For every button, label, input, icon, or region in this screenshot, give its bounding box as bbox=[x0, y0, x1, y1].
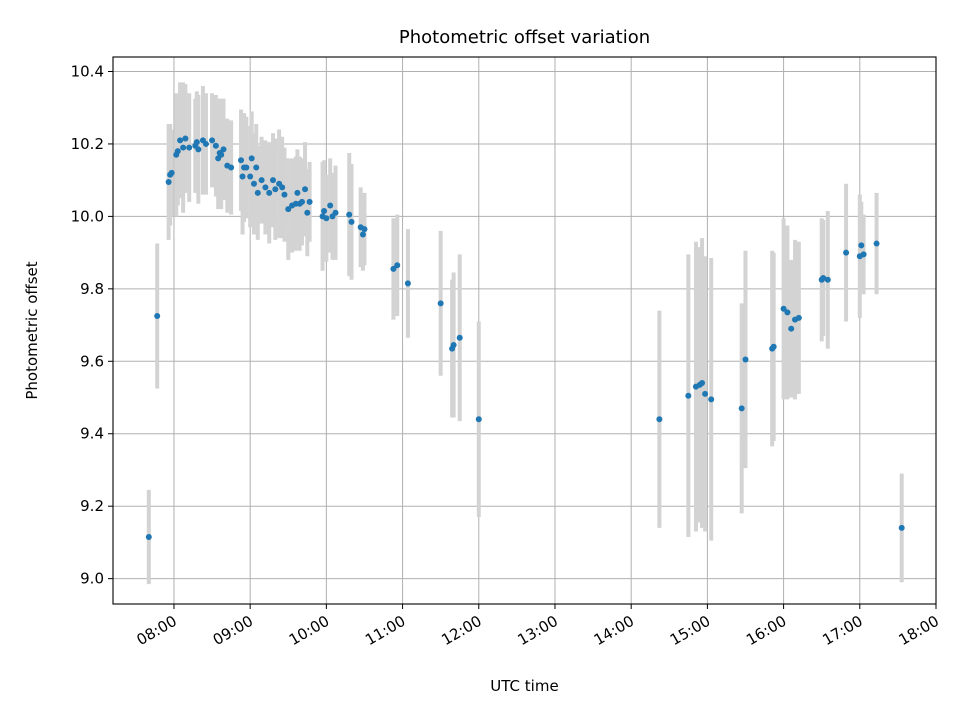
data-point bbox=[788, 325, 795, 332]
data-point bbox=[302, 186, 309, 193]
data-point bbox=[266, 189, 273, 196]
data-point bbox=[228, 164, 235, 171]
data-point bbox=[346, 211, 353, 218]
y-tick-label: 10.0 bbox=[71, 207, 104, 225]
y-tick-label: 9.4 bbox=[80, 425, 104, 443]
data-point bbox=[258, 177, 265, 184]
data-point bbox=[321, 207, 328, 214]
data-point bbox=[238, 157, 245, 164]
data-point bbox=[780, 305, 787, 312]
y-tick-label: 9.8 bbox=[80, 280, 104, 298]
data-point bbox=[323, 215, 330, 222]
data-point bbox=[294, 189, 301, 196]
data-point bbox=[784, 309, 791, 316]
data-point bbox=[843, 249, 850, 256]
data-point bbox=[298, 198, 305, 205]
data-point bbox=[699, 380, 706, 387]
y-tick-label: 9.6 bbox=[80, 352, 104, 370]
data-point bbox=[182, 135, 189, 142]
data-point bbox=[437, 300, 444, 307]
data-point bbox=[873, 240, 880, 247]
data-point bbox=[202, 140, 209, 147]
y-tick-label: 10.2 bbox=[71, 135, 104, 153]
data-point bbox=[248, 155, 255, 162]
data-point bbox=[168, 169, 175, 176]
data-point bbox=[209, 137, 216, 144]
data-point bbox=[685, 392, 692, 399]
y-axis: 9.0 9.2 9.4 9.6 9.8 10.0 10.2 10.4 bbox=[71, 62, 113, 588]
data-point bbox=[193, 139, 200, 146]
data-point bbox=[218, 151, 225, 158]
data-point bbox=[239, 173, 246, 180]
data-point bbox=[186, 144, 193, 151]
data-point bbox=[195, 146, 202, 153]
data-point bbox=[404, 280, 411, 287]
y-axis-title: Photometric offset bbox=[23, 261, 41, 399]
data-point bbox=[145, 533, 152, 540]
data-point bbox=[359, 231, 366, 238]
data-point bbox=[270, 177, 277, 184]
data-point bbox=[394, 262, 401, 269]
data-point bbox=[262, 184, 269, 191]
data-point bbox=[390, 265, 397, 272]
data-point bbox=[174, 148, 181, 155]
data-point bbox=[304, 209, 311, 216]
x-axis-title: UTC time bbox=[490, 677, 558, 695]
data-point bbox=[824, 276, 831, 283]
data-point bbox=[327, 202, 334, 209]
data-point bbox=[177, 137, 184, 144]
data-point bbox=[154, 313, 161, 320]
y-tick-label: 9.2 bbox=[80, 497, 104, 515]
data-point bbox=[738, 405, 745, 412]
data-point bbox=[243, 164, 250, 171]
data-point bbox=[254, 189, 261, 196]
data-point bbox=[220, 146, 227, 153]
chart-title: Photometric offset variation bbox=[399, 27, 650, 48]
data-point bbox=[742, 356, 749, 363]
data-point bbox=[475, 416, 482, 423]
data-point bbox=[247, 173, 254, 180]
point-layer bbox=[145, 135, 905, 540]
data-point bbox=[212, 142, 219, 149]
data-point bbox=[281, 191, 288, 198]
data-point bbox=[279, 184, 286, 191]
data-point bbox=[795, 314, 802, 321]
data-point bbox=[820, 274, 827, 281]
data-point bbox=[702, 390, 709, 397]
data-point bbox=[656, 416, 663, 423]
data-point bbox=[860, 251, 867, 258]
data-point bbox=[250, 180, 257, 187]
data-point bbox=[708, 396, 715, 403]
data-point bbox=[348, 218, 355, 225]
data-point bbox=[898, 524, 905, 531]
data-point bbox=[770, 343, 777, 350]
plot-frame bbox=[112, 56, 937, 605]
data-point bbox=[306, 198, 313, 205]
data-point bbox=[180, 144, 187, 151]
data-point bbox=[456, 334, 463, 341]
data-point bbox=[858, 242, 865, 249]
data-point bbox=[332, 209, 339, 216]
data-point bbox=[361, 226, 368, 233]
data-point bbox=[165, 178, 172, 185]
data-point bbox=[253, 164, 260, 171]
data-point bbox=[285, 206, 292, 213]
data-point bbox=[272, 186, 279, 193]
y-tick-label: 9.0 bbox=[80, 570, 104, 588]
y-tick-label: 10.4 bbox=[71, 62, 104, 80]
data-point bbox=[450, 341, 457, 348]
